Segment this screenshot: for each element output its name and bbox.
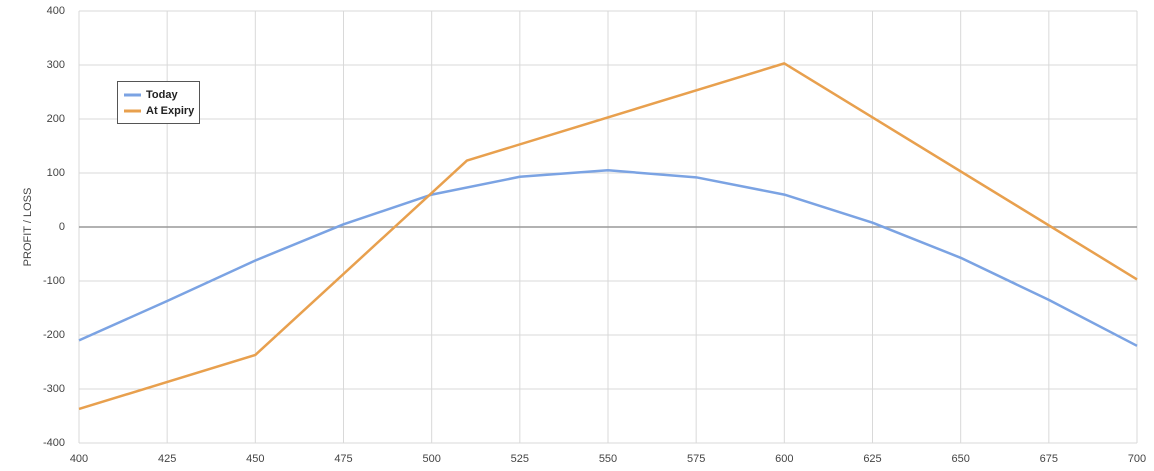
x-tick-label: 400 <box>70 453 88 465</box>
x-tick-label: 600 <box>775 453 793 465</box>
x-tick-label: 450 <box>246 453 264 465</box>
x-tick-label: 650 <box>951 453 969 465</box>
y-tick-label: -300 <box>43 383 65 395</box>
x-tick-label: 425 <box>158 453 176 465</box>
y-tick-label: 200 <box>47 113 65 125</box>
y-tick-label: 100 <box>47 167 65 179</box>
x-tick-label: 550 <box>599 453 617 465</box>
y-tick-label: 300 <box>47 59 65 71</box>
legend-label: At Expiry <box>146 105 195 117</box>
legend: Today At Expiry <box>117 81 200 124</box>
y-tick-label: -400 <box>43 437 65 449</box>
y-tick-label: -200 <box>43 329 65 341</box>
x-tick-label: 475 <box>334 453 352 465</box>
y-axis-label: PROFIT / LOSS <box>22 188 34 267</box>
y-tick-label: 400 <box>47 5 65 17</box>
line-series <box>78 62 1138 411</box>
legend-label: Today <box>146 89 178 101</box>
y-tick-label: 0 <box>59 221 65 233</box>
y-tick-label: -100 <box>43 275 65 287</box>
x-tick-label: 500 <box>422 453 440 465</box>
x-tick-label: 675 <box>1040 453 1058 465</box>
line-series <box>78 169 1138 347</box>
x-tick-label: 700 <box>1128 453 1146 465</box>
x-tick-label: 525 <box>511 453 529 465</box>
legend-box <box>117 81 200 124</box>
x-tick-label: 625 <box>863 453 881 465</box>
x-tick-label: 575 <box>687 453 705 465</box>
